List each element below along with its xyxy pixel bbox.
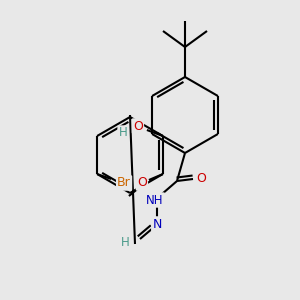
- Text: N: N: [152, 218, 162, 230]
- Text: O: O: [137, 176, 147, 190]
- Text: H: H: [118, 127, 127, 140]
- Text: O: O: [196, 172, 206, 185]
- Text: H: H: [121, 236, 129, 248]
- Text: NH: NH: [146, 194, 164, 206]
- Text: Br: Br: [117, 176, 131, 190]
- Text: O: O: [133, 119, 143, 133]
